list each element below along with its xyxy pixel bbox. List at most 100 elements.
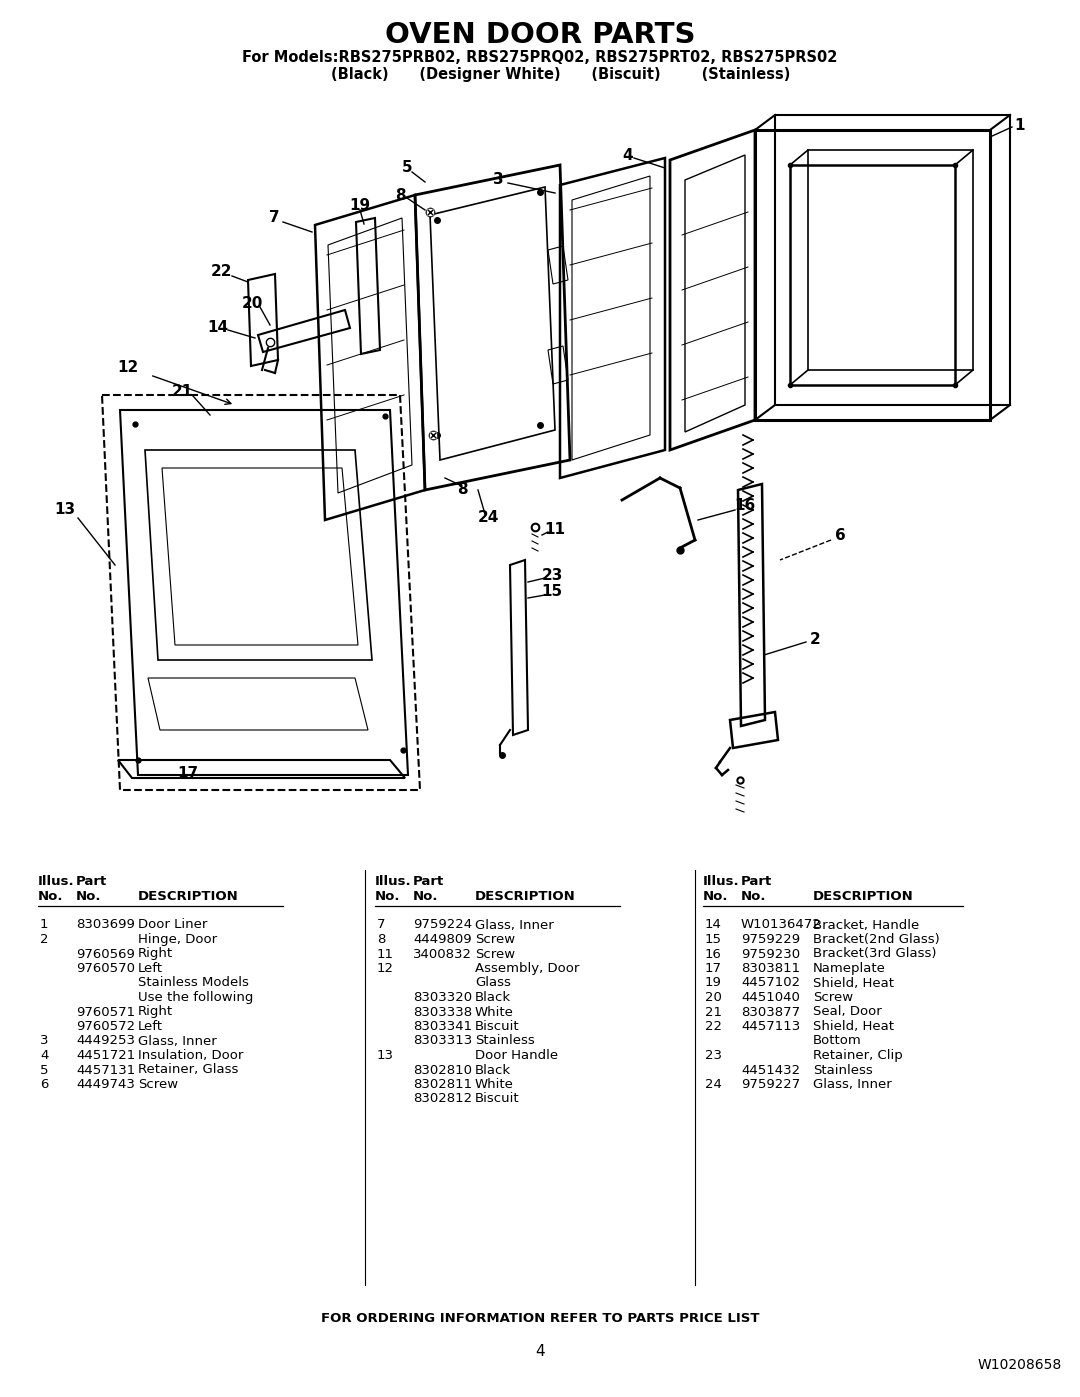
- Text: Illus.: Illus.: [375, 875, 411, 888]
- Text: 4449743: 4449743: [76, 1078, 135, 1091]
- Text: 4457102: 4457102: [741, 977, 800, 989]
- Text: 17: 17: [177, 766, 199, 781]
- Text: 8303877: 8303877: [741, 1006, 800, 1018]
- Text: Bracket, Handle: Bracket, Handle: [813, 918, 919, 932]
- Text: Screw: Screw: [813, 990, 853, 1004]
- Text: Right: Right: [138, 1006, 173, 1018]
- Text: 1: 1: [1015, 117, 1025, 133]
- Text: Shield, Heat: Shield, Heat: [813, 1020, 894, 1032]
- Text: 15: 15: [705, 933, 723, 946]
- Text: No.: No.: [413, 890, 438, 902]
- Text: 8302810: 8302810: [413, 1063, 472, 1077]
- Text: 2: 2: [810, 633, 821, 647]
- Text: Stainless Models: Stainless Models: [138, 977, 248, 989]
- Text: Bottom: Bottom: [813, 1035, 862, 1048]
- Text: 13: 13: [54, 503, 76, 517]
- Text: 6: 6: [835, 528, 846, 542]
- Text: 5: 5: [402, 161, 413, 176]
- Text: 9760572: 9760572: [76, 1020, 135, 1032]
- Text: 16: 16: [705, 947, 721, 961]
- Text: No.: No.: [703, 890, 729, 902]
- Text: 22: 22: [705, 1020, 723, 1032]
- Text: Part: Part: [741, 875, 772, 888]
- Text: 8303699: 8303699: [76, 918, 135, 932]
- Text: DESCRIPTION: DESCRIPTION: [813, 890, 914, 902]
- Text: FOR ORDERING INFORMATION REFER TO PARTS PRICE LIST: FOR ORDERING INFORMATION REFER TO PARTS …: [321, 1312, 759, 1324]
- Text: 8302812: 8302812: [413, 1092, 472, 1105]
- Text: 23: 23: [705, 1049, 723, 1062]
- Text: 7: 7: [269, 211, 280, 225]
- Text: 3: 3: [492, 172, 503, 187]
- Text: Seal, Door: Seal, Door: [813, 1006, 881, 1018]
- Text: Door Liner: Door Liner: [138, 918, 207, 932]
- Text: 15: 15: [541, 584, 563, 599]
- Text: 4451040: 4451040: [741, 990, 800, 1004]
- Text: 9760570: 9760570: [76, 963, 135, 975]
- Text: 11: 11: [544, 522, 566, 538]
- Text: 8: 8: [394, 187, 405, 203]
- Text: 1: 1: [40, 918, 49, 932]
- Text: 24: 24: [705, 1078, 721, 1091]
- Text: Glass, Inner: Glass, Inner: [813, 1078, 892, 1091]
- Text: Insulation, Door: Insulation, Door: [138, 1049, 243, 1062]
- Text: 4: 4: [40, 1049, 49, 1062]
- Text: 14: 14: [207, 320, 229, 335]
- Text: 19: 19: [350, 197, 370, 212]
- Text: 8303313: 8303313: [413, 1035, 472, 1048]
- Text: Left: Left: [138, 963, 163, 975]
- Text: 8: 8: [377, 933, 386, 946]
- Text: White: White: [475, 1006, 514, 1018]
- Text: Part: Part: [413, 875, 444, 888]
- Text: 4: 4: [623, 148, 633, 162]
- Text: 8303341: 8303341: [413, 1020, 472, 1032]
- Text: 13: 13: [377, 1049, 394, 1062]
- Text: 21: 21: [172, 384, 192, 400]
- Text: 9759230: 9759230: [741, 947, 800, 961]
- Text: 19: 19: [705, 977, 721, 989]
- Text: Glass, Inner: Glass, Inner: [475, 918, 554, 932]
- Text: OVEN DOOR PARTS: OVEN DOOR PARTS: [384, 21, 696, 49]
- Text: W10208658: W10208658: [977, 1358, 1062, 1372]
- Text: 4457113: 4457113: [741, 1020, 800, 1032]
- Text: For Models:RBS275PRB02, RBS275PRQ02, RBS275PRT02, RBS275PRS02: For Models:RBS275PRB02, RBS275PRQ02, RBS…: [242, 49, 838, 64]
- Text: Bracket(2nd Glass): Bracket(2nd Glass): [813, 933, 940, 946]
- Text: Part: Part: [76, 875, 107, 888]
- Text: DESCRIPTION: DESCRIPTION: [475, 890, 576, 902]
- Text: 8303811: 8303811: [741, 963, 800, 975]
- Text: Retainer, Clip: Retainer, Clip: [813, 1049, 903, 1062]
- Text: Screw: Screw: [475, 947, 515, 961]
- Text: 8: 8: [457, 482, 468, 497]
- Text: 20: 20: [241, 296, 262, 310]
- Text: 22: 22: [212, 264, 233, 279]
- Text: Stainless: Stainless: [475, 1035, 535, 1048]
- Text: 9760571: 9760571: [76, 1006, 135, 1018]
- Text: Screw: Screw: [475, 933, 515, 946]
- Text: 4457131: 4457131: [76, 1063, 135, 1077]
- Text: White: White: [475, 1078, 514, 1091]
- Text: 4451432: 4451432: [741, 1063, 800, 1077]
- Text: 14: 14: [705, 918, 721, 932]
- Text: No.: No.: [38, 890, 64, 902]
- Text: 6: 6: [40, 1078, 49, 1091]
- Text: 3400832: 3400832: [413, 947, 472, 961]
- Text: Use the following: Use the following: [138, 990, 254, 1004]
- Text: 4449809: 4449809: [413, 933, 472, 946]
- Text: W10136472: W10136472: [741, 918, 822, 932]
- Text: Left: Left: [138, 1020, 163, 1032]
- Text: Glass: Glass: [475, 977, 511, 989]
- Text: 4: 4: [536, 1344, 544, 1359]
- Text: Biscuit: Biscuit: [475, 1020, 519, 1032]
- Text: Shield, Heat: Shield, Heat: [813, 977, 894, 989]
- Text: Retainer, Glass: Retainer, Glass: [138, 1063, 239, 1077]
- Text: Door Handle: Door Handle: [475, 1049, 558, 1062]
- Text: 12: 12: [118, 360, 138, 376]
- Text: Screw: Screw: [138, 1078, 178, 1091]
- Text: Illus.: Illus.: [703, 875, 740, 888]
- Text: 9759227: 9759227: [741, 1078, 800, 1091]
- Text: 5: 5: [40, 1063, 49, 1077]
- Text: 21: 21: [705, 1006, 723, 1018]
- Text: 20: 20: [705, 990, 721, 1004]
- Text: 9759224: 9759224: [413, 918, 472, 932]
- Text: Biscuit: Biscuit: [475, 1092, 519, 1105]
- Text: 24: 24: [477, 510, 499, 525]
